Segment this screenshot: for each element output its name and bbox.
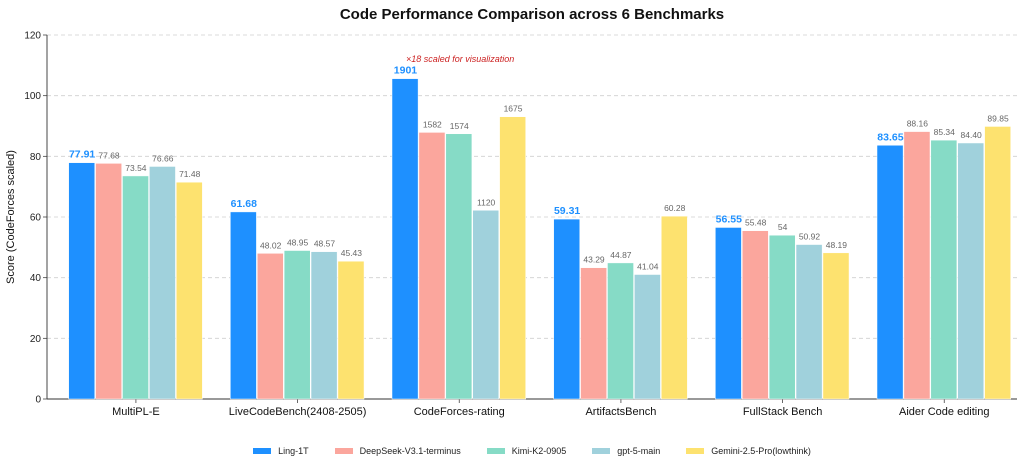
bar [122,175,149,400]
data-label: 77.68 [98,150,120,160]
x-tick-label: MultiPL-E [112,406,160,418]
bar [149,166,176,400]
legend-item: Kimi-K2-0905 [486,446,567,456]
bar [580,267,607,400]
data-label: 60.28 [664,203,686,213]
data-label: 54 [778,222,788,232]
bar [876,145,904,400]
data-label: 83.65 [877,131,903,143]
bar [607,262,634,400]
y-tick-label: 20 [30,334,42,345]
data-label: 48.02 [260,240,282,250]
data-label: 43.29 [583,255,605,265]
legend-item: DeepSeek-V3.1-terminus [334,446,461,456]
data-label: 61.68 [231,198,257,210]
data-label: 1901 [394,65,418,77]
data-label: 48.19 [826,240,848,250]
data-label: 85.34 [934,127,956,137]
x-tick-label: Aider Code editing [899,406,990,418]
x-tick-label: LiveCodeBench(2408-2505) [229,406,367,418]
bar [741,230,769,400]
data-label: 59.31 [554,205,580,217]
legend-label: DeepSeek-V3.1-terminus [359,446,461,456]
legend-swatch [334,448,353,454]
legend-label: Ling-1T [278,446,309,456]
bar [715,227,742,400]
data-label: 88.16 [907,119,929,129]
x-tick-label: CodeForces-rating [414,406,505,418]
bar [957,142,985,400]
data-label: 1582 [423,119,442,129]
data-label: 41.04 [637,262,659,272]
bar [499,116,526,400]
data-label: 48.95 [287,238,309,248]
bar [283,250,311,400]
x-tick-label: ArtifactsBench [585,406,656,418]
y-tick-label: 100 [24,91,41,102]
legend-item: Ling-1T [253,446,309,456]
y-tick-label: 80 [30,152,42,163]
data-label: 56.55 [716,213,742,225]
y-tick-label: 40 [30,273,42,284]
data-label: 1120 [477,197,496,207]
chart-title: Code Performance Comparison across 6 Ben… [339,6,725,23]
data-label: 48.57 [314,239,336,249]
data-label: 44.87 [610,250,632,260]
bar [391,78,419,400]
bar [472,210,500,400]
bar [310,251,338,400]
y-tick-label: 120 [24,31,41,42]
y-tick-label: 0 [35,395,41,406]
legend-swatch [592,448,611,454]
data-label: 77.91 [69,149,95,161]
data-label: 55.48 [745,218,767,228]
bar [176,181,203,400]
data-label: 45.43 [341,248,363,258]
bar [930,139,958,400]
bar [337,260,365,400]
data-label: 71.48 [179,169,201,179]
x-tick-label: FullStack Bench [743,406,822,418]
bar [984,126,1011,400]
bar [822,252,850,400]
legend: Ling-1T DeepSeek-V3.1-terminus Kimi-K2-090… [0,446,1024,456]
bar [68,162,96,400]
data-label: 50.92 [799,232,821,242]
bar [661,215,688,400]
bar [768,234,796,400]
legend-label: Gemini-2.5-Pro(lowthink) [711,446,811,456]
legend-swatch [686,448,705,454]
bar [634,274,661,400]
data-label: 76.66 [152,153,174,163]
legend-swatch [486,448,505,454]
bar [256,253,284,400]
data-label: 84.40 [961,130,983,140]
legend-swatch [253,448,272,454]
data-label: 1574 [450,121,469,131]
data-label: 1675 [504,104,523,114]
bar [445,133,473,400]
legend-label: gpt-5-main [617,446,661,456]
bar [795,244,823,400]
bar [95,163,122,400]
legend-item: gpt-5-main [592,446,660,456]
bar [418,132,446,400]
bar [903,131,931,400]
y-tick-label: 60 [30,213,42,224]
legend-label: Kimi-K2-0905 [511,446,567,456]
bar [230,211,257,400]
data-label: 89.85 [987,113,1009,123]
legend-item: Gemini-2.5-Pro(lowthink) [686,446,811,456]
data-label: 73.54 [125,163,147,173]
bar [553,218,581,400]
annotation: ×18 scaled for visualization [406,54,514,64]
y-axis-label: Score (CodeForces scaled) [5,150,17,284]
